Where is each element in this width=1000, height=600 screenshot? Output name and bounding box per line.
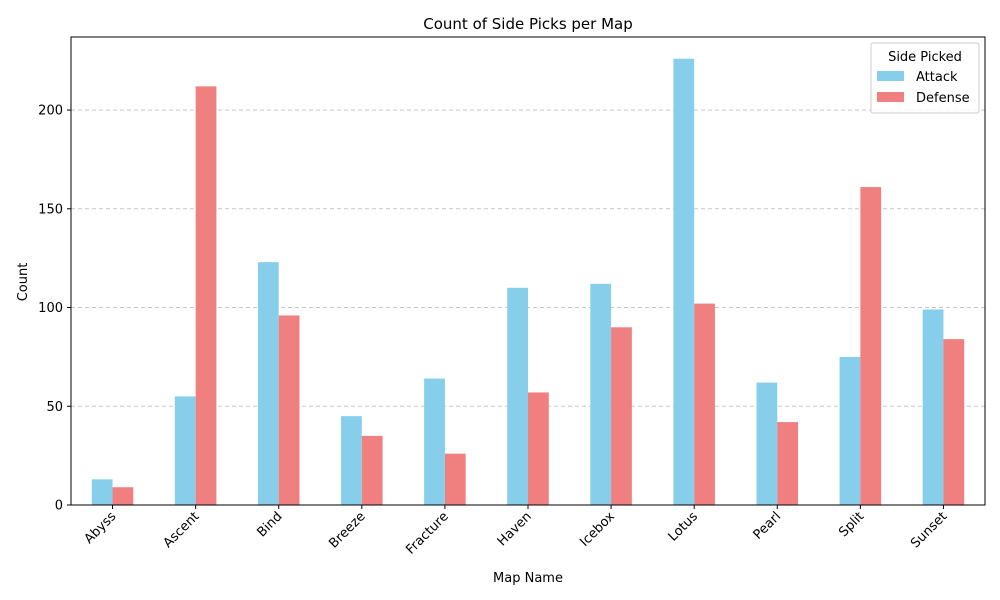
legend-swatch-attack [877, 71, 904, 81]
y-axis: 0 50 100 150 200 [38, 104, 71, 514]
bar-attack-fracture [424, 378, 445, 505]
bar-defense-pearl [777, 422, 799, 505]
bar-defense-icebox [611, 327, 632, 505]
bar-attack-icebox [590, 283, 612, 505]
bar-attack-bind [257, 262, 279, 505]
x-tick-label: Haven [495, 509, 535, 549]
y-tick-label: 0 [55, 499, 63, 514]
x-tick-label: Breeze [326, 509, 368, 551]
bar-attack-sunset [922, 309, 944, 505]
bar-defense-lotus [694, 303, 715, 505]
bar-defense-abyss [112, 487, 134, 505]
chart-title: Count of Side Picks per Map [423, 15, 633, 33]
bar-defense-breeze [361, 435, 383, 505]
bar-attack-split [839, 356, 861, 505]
y-axis-label: Count [16, 263, 31, 302]
bar-attack-lotus [673, 58, 695, 505]
y-tick-label: 100 [38, 301, 63, 316]
bar-defense-fracture [444, 453, 466, 505]
y-tick-label: 50 [46, 400, 63, 415]
y-tick-label: 200 [38, 104, 63, 119]
x-tick-label: Sunset [908, 509, 950, 551]
bar-defense-ascent [195, 86, 217, 505]
bar-attack-ascent [174, 396, 196, 505]
x-tick-label: Icebox [577, 509, 618, 550]
x-tick-label: Split [836, 509, 867, 540]
x-tick-label: Abyss [82, 509, 120, 547]
y-tick-label: 150 [38, 202, 63, 217]
bar-defense-sunset [943, 339, 965, 505]
bar-attack-pearl [756, 382, 778, 505]
bars [91, 58, 965, 506]
legend-label-attack: Attack [916, 70, 958, 85]
x-tick-label: Pearl [751, 509, 784, 542]
bar-defense-split [860, 187, 882, 506]
x-tick-label: Ascent [161, 509, 203, 551]
x-axis-label: Map Name [493, 571, 563, 586]
legend-title: Side Picked [888, 50, 962, 65]
bar-defense-bind [278, 315, 300, 505]
x-tick-label: Fracture [403, 509, 451, 557]
bar-attack-breeze [341, 416, 362, 505]
x-tick-label: Lotus [666, 509, 702, 545]
legend-label-defense: Defense [916, 91, 970, 106]
bar-defense-haven [528, 392, 549, 505]
bar-attack-haven [507, 287, 528, 505]
x-tick-label: Bind [254, 509, 285, 540]
legend: Side Picked Attack Defense [870, 42, 980, 114]
legend-swatch-defense [877, 92, 904, 102]
bar-attack-abyss [91, 479, 113, 505]
x-axis: Abyss Ascent Bind Breeze Fracture Haven Icebox… [82, 505, 950, 558]
